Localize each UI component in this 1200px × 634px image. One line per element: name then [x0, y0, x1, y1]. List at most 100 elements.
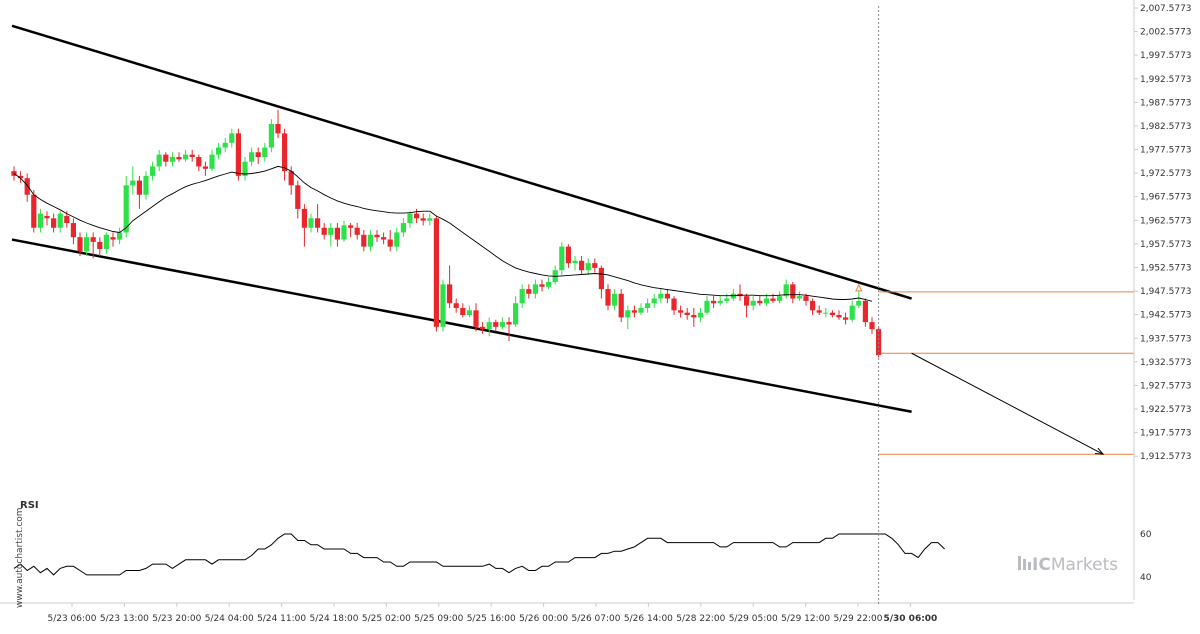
candle-body-bull — [585, 263, 591, 271]
candle-body-bear — [420, 218, 426, 221]
candle-body-bear — [235, 133, 241, 176]
candle-body-bear — [189, 154, 195, 157]
candle-body-bull — [612, 293, 618, 306]
candle-body-bear — [31, 194, 37, 228]
candle-body-bull — [328, 227, 334, 235]
candle-body-bear — [361, 234, 367, 247]
price-tick-label: 1,962.5773 — [1140, 216, 1192, 226]
candle-body-bear — [862, 300, 868, 323]
candle-body-bear — [691, 315, 697, 318]
time-tick-label: 5/29 22:00 — [833, 614, 882, 624]
candle-body-bear — [348, 225, 354, 228]
candle-body-bull — [466, 310, 472, 316]
candle-body-bull — [308, 218, 314, 228]
time-tick-label: 5/25 16:00 — [467, 614, 516, 624]
rsi-tick-label: 40 — [1140, 573, 1152, 583]
time-tick-label: 5/26 07:00 — [571, 614, 620, 624]
candle-body-bear — [829, 312, 835, 316]
price-tick-label: 1,942.5773 — [1140, 311, 1192, 321]
candle-body-bull — [103, 234, 109, 249]
candle-body-bull — [513, 303, 519, 325]
time-tick-label: 5/29 12:00 — [781, 614, 830, 624]
price-tick-label: 1,947.5773 — [1140, 287, 1192, 297]
candle-body-bear — [631, 310, 637, 313]
candle-body-bull — [400, 223, 406, 233]
brand-prefix: IC — [1032, 555, 1051, 575]
candle-body-bull — [763, 298, 769, 304]
candle-body-bear — [453, 303, 459, 308]
projection-arrow-head-icon — [1094, 447, 1105, 455]
candle-body-bull — [823, 312, 829, 314]
candle-body-bull — [532, 284, 538, 294]
candle-body-bull — [645, 303, 651, 308]
candle-body-bear — [414, 213, 420, 219]
candle-body-bear — [255, 152, 261, 157]
candle-body-bull — [156, 154, 162, 167]
candle-body-bear — [816, 310, 822, 313]
candle-body-bear — [301, 208, 307, 228]
candle-body-bull — [651, 298, 657, 304]
candle-body-bear — [433, 218, 439, 327]
candle-body-bear — [493, 322, 499, 327]
candle-body-bear — [64, 215, 70, 224]
candle-body-bear — [539, 284, 545, 287]
price-tick-label: 1,927.5773 — [1140, 381, 1192, 391]
time-tick-label: 5/24 18:00 — [309, 614, 358, 624]
candle-body-bull — [268, 123, 274, 148]
candle-body-bear — [315, 218, 321, 228]
candle-body-bull — [216, 147, 222, 155]
candle-body-bull — [572, 260, 578, 264]
candle-body-bear — [836, 315, 842, 318]
candle-body-bear — [77, 237, 83, 252]
candle-body-bull — [796, 296, 802, 299]
price-tick-label: 1,952.5773 — [1140, 263, 1192, 273]
candle-body-bear — [810, 300, 816, 311]
candle-body-bear — [11, 171, 17, 176]
candle-body-bear — [97, 241, 103, 249]
candle-body-bear — [869, 322, 875, 330]
projection-arrow-line — [911, 352, 1104, 455]
time-tick-label: 5/30 06:00 — [883, 614, 937, 624]
candle-body-bear — [480, 326, 486, 330]
price-tick-label: 1,922.5773 — [1140, 405, 1192, 415]
price-tick-label: 2,007.5773 — [1140, 4, 1192, 14]
price-tick-label: 1,917.5773 — [1140, 429, 1192, 439]
candle-body-bull — [724, 298, 730, 301]
candle-body-bear — [526, 289, 532, 294]
candle-body-bear — [176, 156, 182, 160]
candle-body-bull — [117, 232, 123, 240]
breakout-marker-icon — [854, 283, 863, 292]
price-tick-label: 1,912.5773 — [1140, 452, 1192, 462]
candle-body-bear — [44, 215, 50, 219]
time-tick-label: 5/23 06:00 — [47, 614, 96, 624]
candle-body-bear — [592, 263, 598, 268]
rsi-line — [13, 533, 945, 576]
candle-body-bear — [605, 289, 611, 306]
candle-body-bull — [856, 300, 862, 306]
brand-bars-icon — [1018, 556, 1031, 570]
candle-body-bear — [321, 227, 327, 235]
candle-body-bear — [579, 260, 585, 271]
rsi-panel: RSI 60 40 — [13, 500, 1152, 583]
candle-body-bear — [711, 300, 717, 304]
candle-body-bull — [249, 152, 255, 162]
candle-body-bear — [334, 227, 340, 240]
time-tick-label: 5/25 02:00 — [362, 614, 411, 624]
candle-body-bull — [341, 225, 347, 240]
candle-body-bull — [427, 218, 433, 221]
candle-body-bear — [387, 239, 393, 247]
candle-body-bear — [295, 185, 301, 209]
candle-body-bull — [777, 296, 783, 301]
candle-body-bear — [381, 237, 387, 240]
watermark-text: www.autochartist.com — [15, 507, 25, 608]
candle-body-bear — [506, 322, 512, 325]
candle-body-bull — [546, 282, 552, 287]
time-tick-label: 5/24 11:00 — [257, 614, 306, 624]
price-tick-label: 1,997.5773 — [1140, 51, 1192, 61]
candle-body-bull — [209, 154, 215, 169]
candle-body-bear — [770, 298, 776, 301]
candle-body-bull — [169, 156, 175, 162]
candle-body-bear — [70, 223, 76, 238]
rsi-title: RSI — [20, 500, 39, 511]
candle-body-bear — [110, 237, 116, 240]
